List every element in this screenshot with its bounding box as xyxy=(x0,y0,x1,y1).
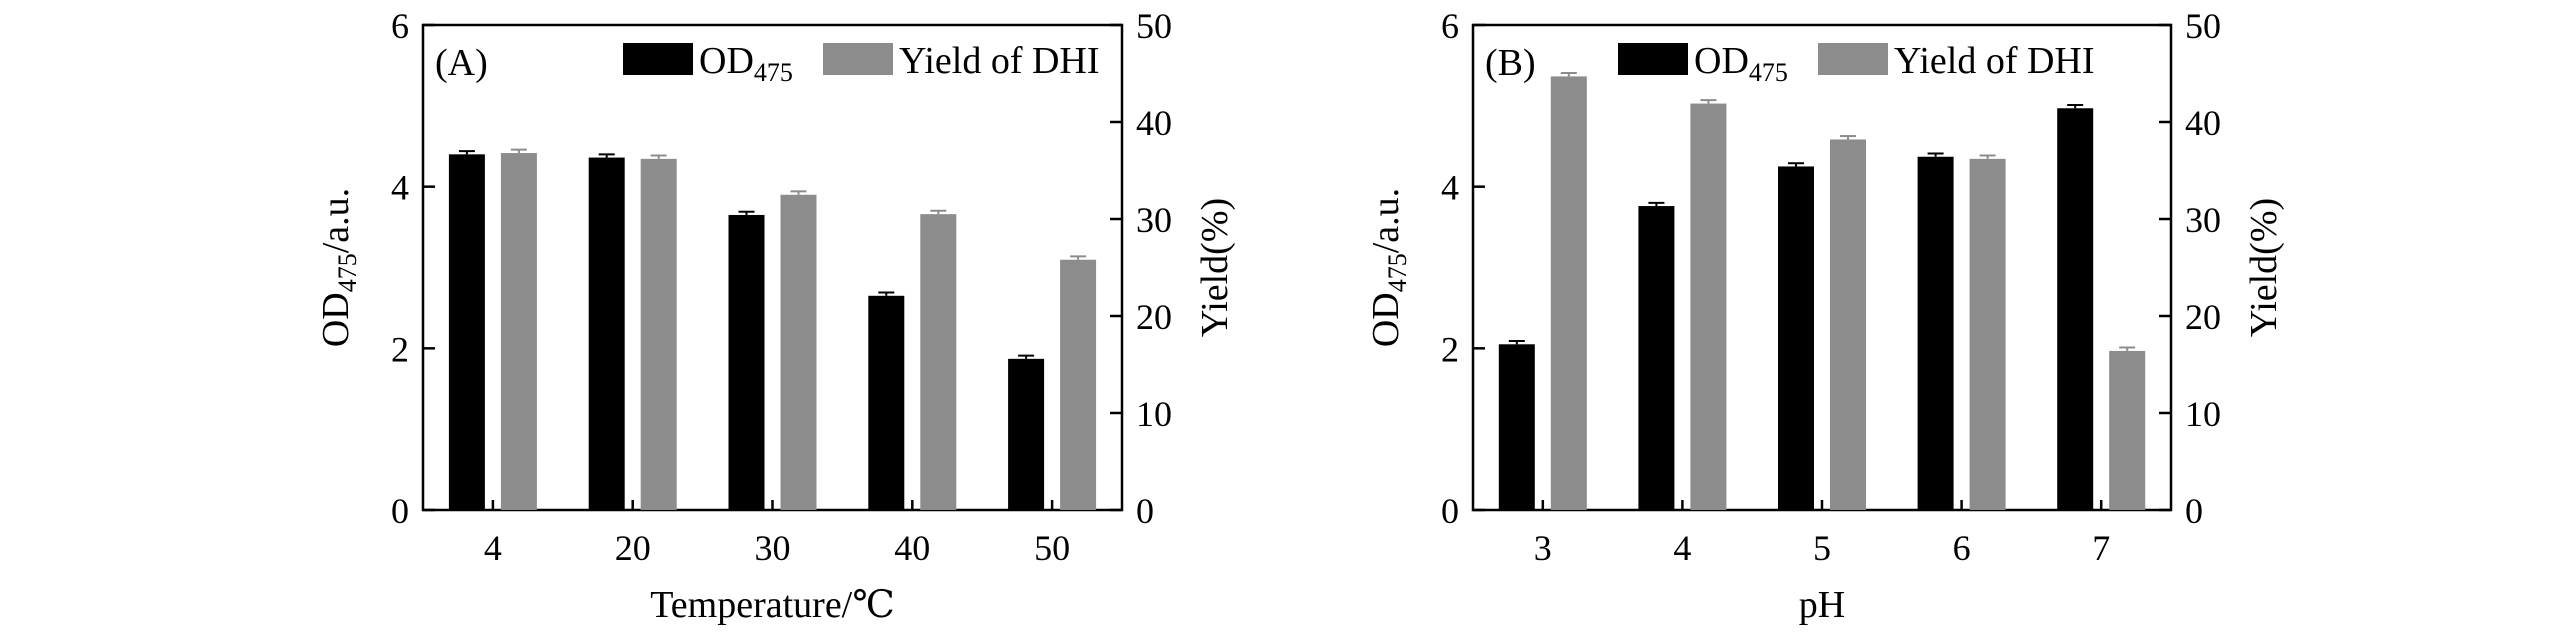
bar-od475 xyxy=(588,157,625,511)
x-axis-label: Temperature/℃ xyxy=(650,584,895,626)
panel-label: (A) xyxy=(435,42,488,84)
x-tick-label: 50 xyxy=(1034,528,1070,568)
legend-swatch-od475 xyxy=(623,43,693,75)
legend-label-yield-dhi: Yield of DHI xyxy=(1894,40,2095,82)
legend-swatch-yield-dhi xyxy=(823,43,893,75)
legend-label-yield-dhi: Yield of DHI xyxy=(899,40,1100,82)
bar-od475 xyxy=(2057,108,2094,510)
right-tick-label: 20 xyxy=(2185,297,2221,337)
bar-yield-dhi xyxy=(1060,259,1097,510)
legend-od-subscript: 475 xyxy=(1749,58,1788,87)
bar-yield-dhi xyxy=(920,214,957,510)
right-tick-label: 50 xyxy=(2185,6,2221,46)
left-y-label-suffix: /a.u. xyxy=(1365,188,1407,253)
left-y-label-suffix: /a.u. xyxy=(315,188,357,253)
x-tick-label: 4 xyxy=(484,528,502,568)
x-tick-label: 40 xyxy=(894,528,930,568)
legend-swatch-od475 xyxy=(1618,43,1688,75)
bar-od475 xyxy=(1778,166,1814,511)
x-tick-label: 6 xyxy=(1953,528,1971,568)
x-tick-label: 5 xyxy=(1813,528,1831,568)
right-tick-label: 20 xyxy=(1136,297,1172,337)
right-y-axis-label: Yield(%) xyxy=(2243,198,2285,337)
left-y-label-od: OD xyxy=(1365,292,1407,347)
bar-od475 xyxy=(728,214,765,511)
bar-yield-dhi xyxy=(2109,350,2146,510)
legend-swatch-yield-dhi xyxy=(1818,43,1888,75)
legend-od-text: OD xyxy=(699,40,754,82)
x-tick-label: 30 xyxy=(755,528,791,568)
bar-yield-dhi xyxy=(500,153,537,511)
left-tick-label: 4 xyxy=(1441,168,1459,208)
left-tick-label: 0 xyxy=(391,491,409,531)
bar-yield-dhi xyxy=(1969,158,2006,511)
bar-yield-dhi xyxy=(780,194,817,510)
right-tick-label: 40 xyxy=(1136,103,1172,143)
x-tick-label: 4 xyxy=(1673,528,1691,568)
bar-yield-dhi xyxy=(1830,139,1866,510)
bar-od475 xyxy=(448,154,485,511)
right-tick-label: 10 xyxy=(1136,394,1172,434)
right-tick-label: 30 xyxy=(2185,200,2221,240)
left-tick-label: 6 xyxy=(1441,6,1459,46)
bar-yield-dhi xyxy=(1550,76,1587,510)
bar-od475 xyxy=(1498,344,1535,510)
panel-label: (B) xyxy=(1485,42,1536,84)
left-y-axis-label: OD475/a.u. xyxy=(1365,188,1412,347)
left-y-axis-label: OD475/a.u. xyxy=(315,188,362,347)
right-tick-label: 40 xyxy=(2185,103,2221,143)
bar-od475 xyxy=(1917,156,1954,510)
legend-od-text: OD xyxy=(1694,40,1749,82)
bar-yield-dhi xyxy=(1690,103,1727,510)
bar-yield-dhi xyxy=(640,158,677,511)
left-y-label-subscript: 475 xyxy=(333,253,362,292)
legend-od-subscript: 475 xyxy=(754,58,793,87)
bar-od475 xyxy=(1008,358,1045,510)
left-tick-label: 2 xyxy=(1441,329,1459,369)
right-tick-label: 0 xyxy=(1136,491,1154,531)
right-tick-label: 30 xyxy=(1136,200,1172,240)
left-tick-label: 6 xyxy=(391,6,409,46)
right-y-axis-label: Yield(%) xyxy=(1194,198,1236,337)
bar-od475 xyxy=(1638,206,1675,511)
right-tick-label: 10 xyxy=(2185,394,2221,434)
x-axis-label: pH xyxy=(1799,584,1845,626)
x-tick-label: 3 xyxy=(1534,528,1552,568)
left-y-label-subscript: 475 xyxy=(1383,253,1412,292)
left-tick-label: 2 xyxy=(391,329,409,369)
right-tick-label: 0 xyxy=(2185,491,2203,531)
left-y-label-od: OD xyxy=(315,292,357,347)
legend-label-od475: OD475 xyxy=(699,40,793,87)
bar-od475 xyxy=(868,295,905,510)
left-tick-label: 0 xyxy=(1441,491,1459,531)
left-tick-label: 4 xyxy=(391,168,409,208)
x-tick-label: 7 xyxy=(2092,528,2110,568)
x-tick-label: 20 xyxy=(615,528,651,568)
right-tick-label: 50 xyxy=(1136,6,1172,46)
legend-label-od475: OD475 xyxy=(1694,40,1788,87)
